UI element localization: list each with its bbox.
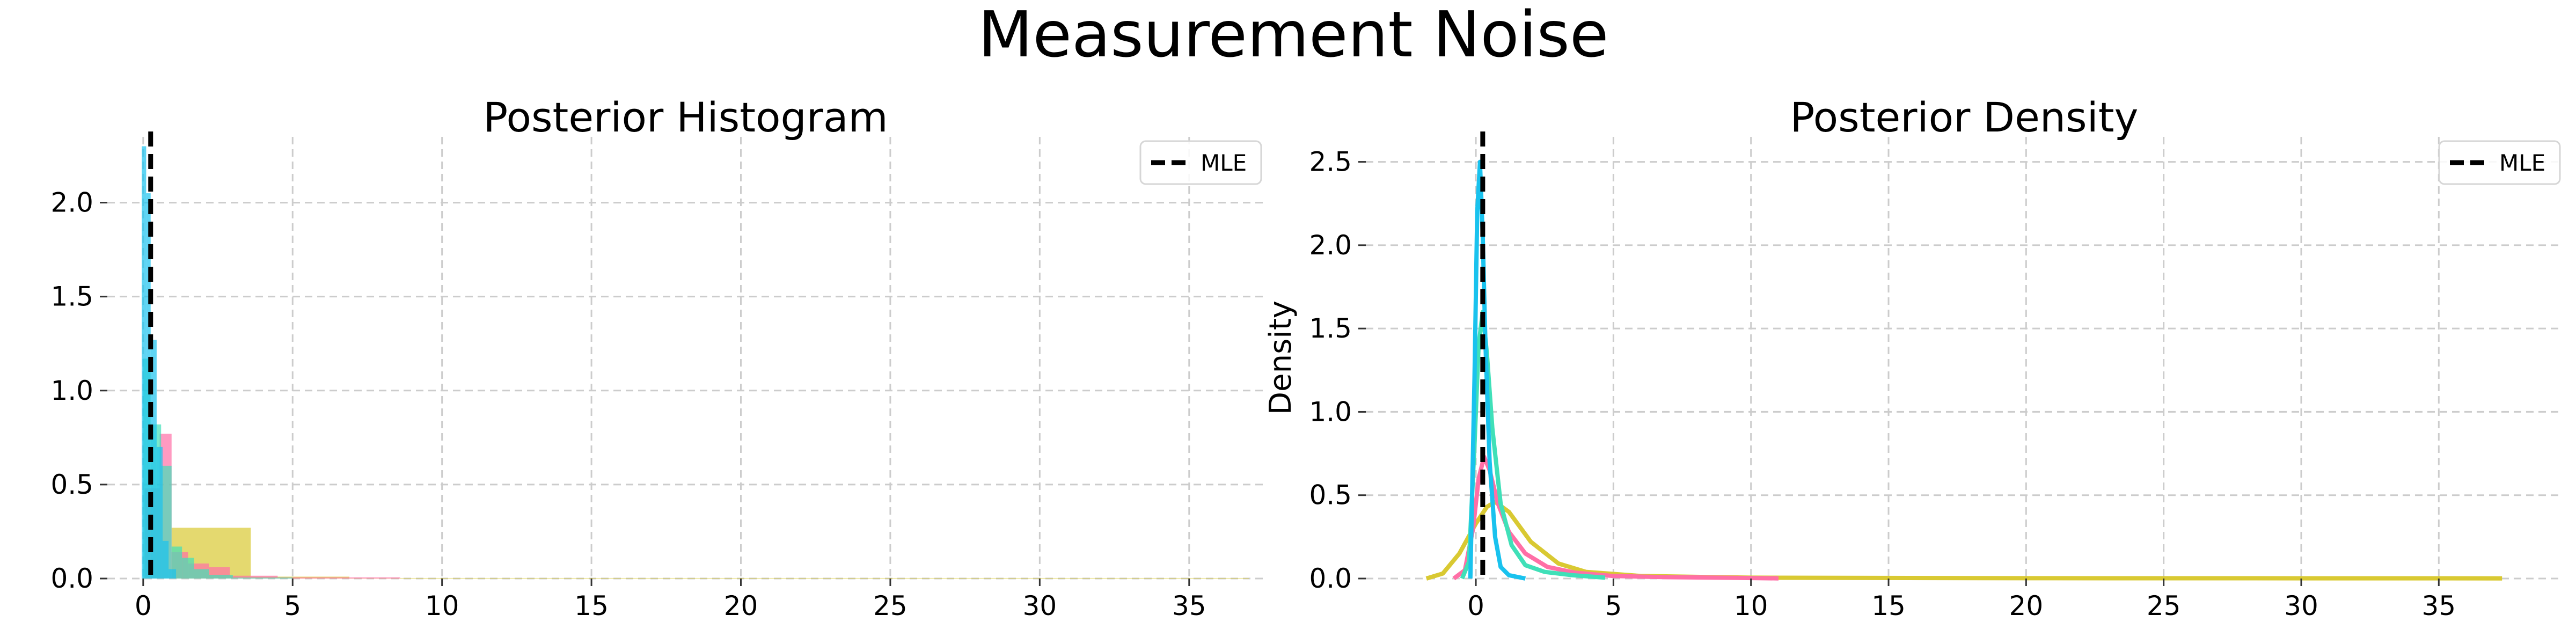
histogram-bar-teal: [194, 569, 209, 579]
x-tick-label: 25: [873, 590, 908, 621]
x-tick-label: 30: [1023, 590, 1057, 621]
y-tick-label: 2.0: [1309, 230, 1352, 261]
density-line-cyan: [1468, 159, 1526, 581]
x-tick-label: 25: [2147, 590, 2181, 621]
chart-title: Posterior Histogram: [483, 93, 888, 141]
histogram-bar-teal: [232, 577, 293, 579]
x-tick-label: 0: [1467, 590, 1484, 621]
legend-box: [2438, 140, 2561, 185]
x-tick-label: 15: [574, 590, 609, 621]
x-tick-label: 35: [2421, 590, 2456, 621]
histogram-bar-pink: [230, 575, 278, 579]
histogram-panel: Posterior Histogram 0 5 10 15 20 25 30 35 0.0 0.5 1…: [50, 93, 1264, 621]
figure-suptitle: Measurement Noise: [978, 0, 1609, 71]
x-tick-label: 20: [724, 590, 758, 621]
y-tick-label: 1.0: [50, 375, 93, 406]
y-tick-label: 1.5: [1309, 313, 1352, 344]
y-tick-label: 2.0: [50, 187, 93, 218]
legend-box: [1139, 140, 1262, 185]
y-tick-label: 1.5: [50, 281, 93, 312]
density-panel: Posterior Density 0 5 10 15 20 25 30 35 0.0 0.5 1.0…: [1263, 93, 2563, 621]
x-tick-label: 15: [1871, 590, 1906, 621]
x-tick-label: 5: [1605, 590, 1622, 621]
histogram-bar-teal: [182, 558, 194, 579]
x-tick-label: 5: [284, 590, 301, 621]
y-tick-label: 2.5: [1309, 147, 1352, 178]
histogram-bar-cyan: [142, 146, 147, 579]
histogram-bar-cyan: [169, 569, 177, 579]
x-tick-label: 35: [1172, 590, 1206, 621]
y-tick-label: 0.0: [50, 563, 93, 594]
x-tick-label: 20: [2009, 590, 2044, 621]
legend: MLE: [1139, 140, 1262, 185]
histogram-bar-cyan: [163, 540, 169, 579]
y-tick-label: 0.5: [50, 469, 93, 500]
x-tick-label: 30: [2284, 590, 2318, 621]
y-tick-label: 0.5: [1309, 480, 1352, 511]
x-tick-label: 10: [425, 590, 459, 621]
histogram-bar-cyan: [156, 447, 163, 579]
legend-label-mle: MLE: [2499, 150, 2545, 176]
density-line-yellow: [1425, 500, 2502, 581]
histogram-bar-pink: [277, 577, 400, 579]
x-tick-label: 10: [1734, 590, 1768, 621]
legend: MLE: [2438, 140, 2561, 185]
chart-title: Posterior Density: [1790, 93, 2139, 141]
x-tick-label: 0: [135, 590, 152, 621]
y-tick-label: 0.0: [1309, 563, 1352, 594]
histogram-bar-teal: [209, 574, 233, 579]
y-tick-label: 1.0: [1309, 396, 1352, 427]
legend-label-mle: MLE: [1201, 150, 1247, 176]
y-axis-label: Density: [1263, 301, 1298, 415]
histogram-bar-cyan: [150, 340, 157, 579]
histogram-bar-yellow: [349, 577, 1249, 579]
